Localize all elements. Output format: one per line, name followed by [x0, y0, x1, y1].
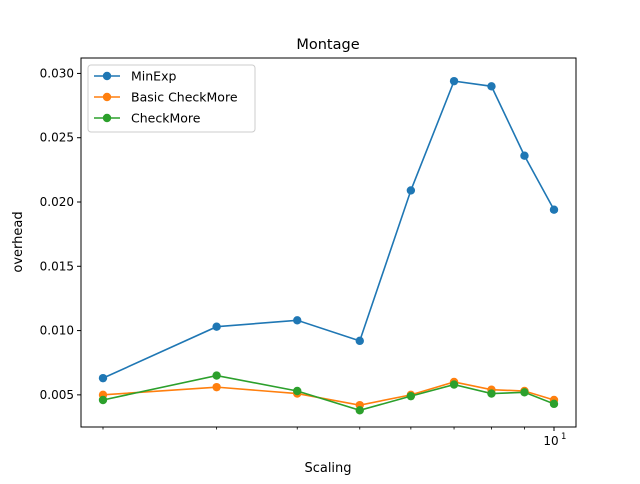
- data-point: [293, 386, 302, 396]
- y-axis: 0.005 0.010 0.015 0.020 0.025 0.030: [40, 66, 81, 402]
- legend-label: Basic CheckMore: [131, 90, 238, 105]
- data-point: [355, 336, 364, 346]
- y-axis-label: overhead: [11, 211, 26, 272]
- y-tick-label: 0.010: [40, 324, 74, 338]
- y-tick-label: 0.025: [40, 131, 74, 145]
- legend: MinExp Basic CheckMore CheckMore: [87, 64, 256, 133]
- data-point: [212, 382, 221, 392]
- legend-marker: [102, 71, 112, 81]
- data-point: [293, 316, 302, 325]
- legend-label: CheckMore: [131, 111, 201, 126]
- legend-marker: [102, 113, 112, 123]
- data-point: [487, 389, 496, 398]
- x-axis-label: Scaling: [304, 461, 351, 476]
- data-point: [487, 82, 496, 91]
- legend-frame: [87, 64, 256, 133]
- data-point: [98, 395, 108, 405]
- data-point: [520, 388, 529, 397]
- plot-area: [80, 57, 577, 428]
- y-tick-label: 0.015: [40, 259, 74, 273]
- chart-title: Montage: [296, 37, 359, 53]
- legend-label: MinExp: [131, 69, 176, 84]
- data-point: [406, 186, 416, 195]
- series-checkmore: [98, 371, 559, 415]
- series-layer: [98, 76, 559, 415]
- data-point: [549, 399, 559, 409]
- x-tick-exponent: 1: [561, 432, 566, 442]
- y-tick-label: 0.030: [40, 66, 74, 80]
- data-point: [98, 373, 108, 383]
- data-point: [406, 391, 416, 401]
- data-point: [212, 322, 221, 331]
- x-axis: 10 1: [102, 427, 566, 448]
- data-point: [449, 76, 459, 86]
- series-minexp: [98, 76, 559, 383]
- y-tick-label: 0.005: [40, 388, 74, 402]
- data-point: [449, 380, 459, 389]
- legend-marker: [102, 92, 112, 102]
- x-tick-label: 10: [543, 434, 558, 448]
- data-point: [520, 151, 529, 160]
- data-point: [212, 371, 221, 380]
- data-point: [549, 205, 559, 214]
- data-point: [355, 406, 364, 415]
- y-tick-label: 0.020: [40, 195, 74, 209]
